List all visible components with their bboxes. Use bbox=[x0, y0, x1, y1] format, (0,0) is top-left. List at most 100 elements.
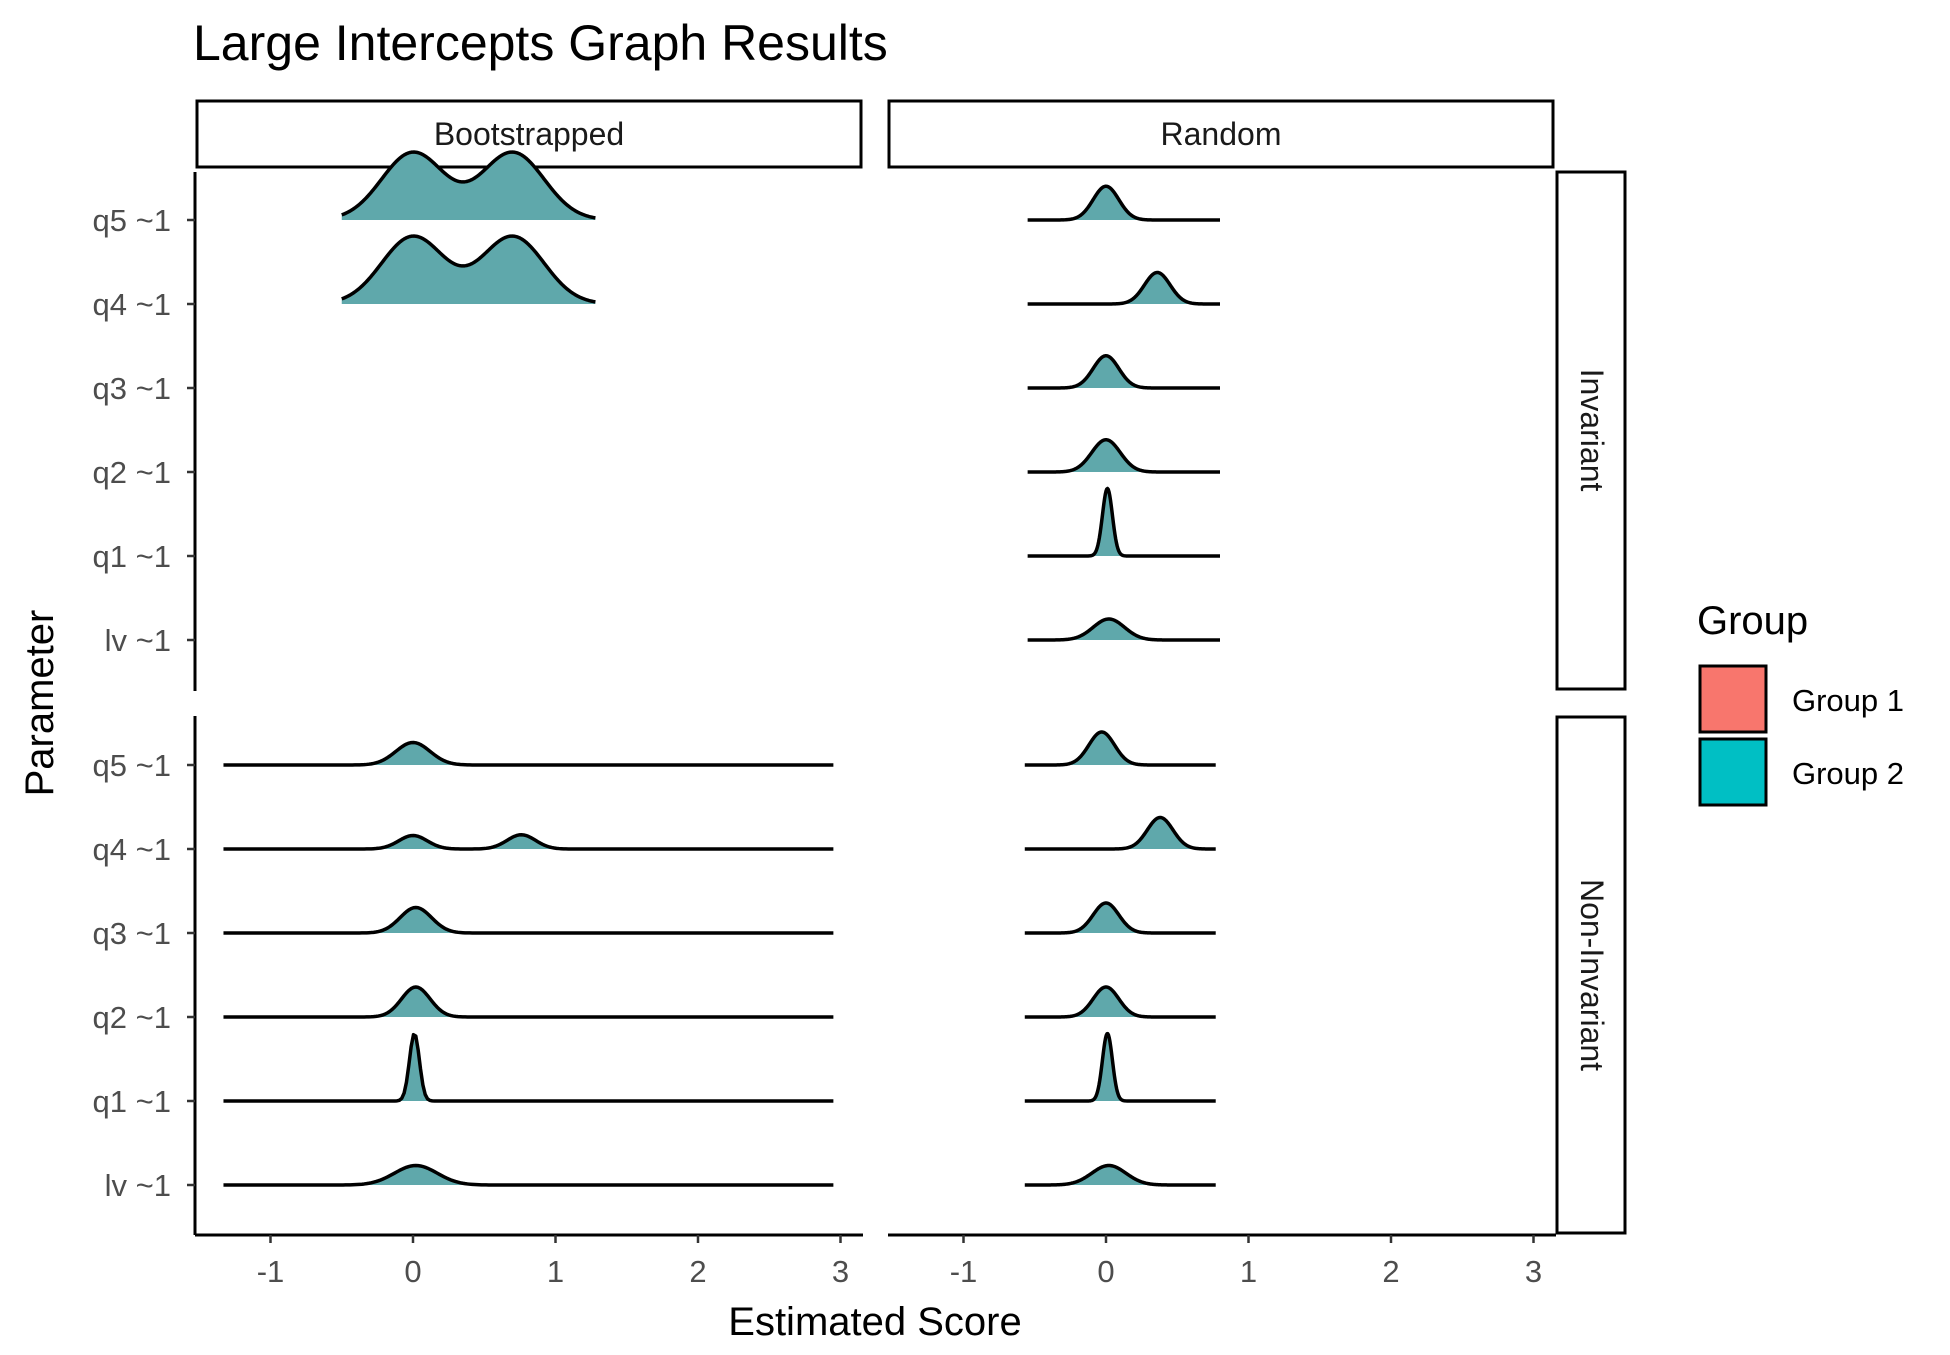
ridge-q3 bbox=[1023, 901, 1217, 935]
y-tick-label: q4 ~1 bbox=[93, 832, 171, 867]
ridge-line bbox=[223, 905, 834, 935]
ridge-fill bbox=[1027, 186, 1220, 220]
strip-label-non-invariant: Non-Invariant bbox=[1574, 879, 1610, 1071]
x-tick-label: -1 bbox=[257, 1254, 285, 1289]
legend-title: Group bbox=[1697, 599, 1808, 643]
y-tick-label: lv ~1 bbox=[105, 623, 171, 658]
ridge-line bbox=[223, 1163, 834, 1187]
x-tick-label: 1 bbox=[547, 1254, 564, 1289]
ridge-line bbox=[1026, 438, 1222, 474]
ridge-q2 bbox=[1023, 985, 1217, 1019]
ridge-line bbox=[223, 1032, 834, 1103]
x-tick-label: 0 bbox=[404, 1254, 421, 1289]
ridge-q5 bbox=[1023, 730, 1217, 767]
strip-label-bootstrapped: Bootstrapped bbox=[434, 116, 624, 152]
ridge-lv bbox=[1026, 617, 1222, 642]
x-tick-label: -1 bbox=[950, 1254, 978, 1289]
ridge-lv bbox=[1023, 1163, 1217, 1187]
x-tick-label: 3 bbox=[832, 1254, 849, 1289]
ridge-line bbox=[223, 833, 834, 851]
ridge-q5 bbox=[223, 740, 834, 767]
ridge-line bbox=[1023, 730, 1217, 767]
ridge-q3 bbox=[223, 905, 834, 935]
y-tick-label: q2 ~1 bbox=[93, 455, 171, 490]
ridge-fill bbox=[1024, 732, 1216, 765]
ridge-line bbox=[1023, 985, 1217, 1019]
ridge-fill bbox=[1027, 619, 1220, 640]
ridge-fill bbox=[223, 907, 834, 933]
ridge-q4 bbox=[1023, 815, 1217, 851]
y-tick-label: lv ~1 bbox=[105, 1168, 171, 1203]
ridge-fill bbox=[1027, 272, 1220, 304]
panel-bootstrapped-non-invariant bbox=[223, 740, 834, 1187]
ridge-line bbox=[1026, 184, 1222, 222]
y-tick-label: q4 ~1 bbox=[93, 287, 171, 322]
ridge-line bbox=[1026, 270, 1222, 306]
ridge-line bbox=[340, 150, 597, 220]
ridge-q2 bbox=[223, 985, 834, 1019]
ridge-lv bbox=[223, 1163, 834, 1187]
ridge-line bbox=[1023, 1163, 1217, 1187]
ridge-q1 bbox=[223, 1032, 834, 1103]
ridge-fill bbox=[341, 236, 596, 304]
strip-random: Random bbox=[887, 99, 1555, 169]
legend: Group Group 1 Group 2 bbox=[1697, 599, 1904, 807]
strip-non-invariant: Non-Invariant bbox=[1555, 715, 1627, 1235]
x-tick-label: 3 bbox=[1525, 1254, 1542, 1289]
ridge-line bbox=[223, 985, 834, 1019]
ridge-fill bbox=[1024, 1165, 1216, 1185]
ridge-fill bbox=[223, 987, 834, 1017]
panel-random-invariant bbox=[1026, 184, 1222, 642]
strip-invariant: Invariant bbox=[1555, 170, 1627, 691]
ridge-q1 bbox=[1023, 1031, 1217, 1103]
y-tick-label: q3 ~1 bbox=[93, 916, 171, 951]
ridge-q4 bbox=[223, 833, 834, 851]
ridge-fill bbox=[341, 152, 596, 220]
chart-title: Large Intercepts Graph Results bbox=[193, 15, 888, 71]
ridge-line bbox=[1023, 901, 1217, 935]
axis-lines bbox=[193, 172, 1556, 1237]
y-tick-label: q5 ~1 bbox=[93, 203, 171, 238]
x-tick-label: 0 bbox=[1097, 1254, 1114, 1289]
ridge-q4 bbox=[1026, 270, 1222, 306]
panel-random-non-invariant bbox=[1023, 730, 1217, 1187]
ridge-line bbox=[1023, 815, 1217, 851]
ridge-line bbox=[1023, 1031, 1217, 1103]
ridge-q3 bbox=[1026, 354, 1222, 390]
ridge-q2 bbox=[1026, 438, 1222, 474]
ridge-fill bbox=[223, 1165, 834, 1185]
ridge-fill bbox=[1027, 355, 1220, 388]
ridge-q1 bbox=[1026, 486, 1222, 558]
ridge-line bbox=[1026, 354, 1222, 390]
ridge-line bbox=[1026, 486, 1222, 558]
strip-label-invariant: Invariant bbox=[1574, 369, 1610, 492]
ridge-fill bbox=[1027, 488, 1220, 556]
ridge-q5 bbox=[1026, 184, 1222, 222]
y-axis-ticks: q5 ~1 q4 ~1 q3 ~1 q2 ~1 q1 ~1 lv ~1 q5 ~1 q4 ~1… bbox=[93, 203, 195, 1203]
x-tick-label: 1 bbox=[1240, 1254, 1257, 1289]
legend-label-group-2: Group 2 bbox=[1792, 756, 1904, 791]
y-tick-label: q2 ~1 bbox=[93, 1000, 171, 1035]
panels-layer bbox=[223, 150, 1222, 1187]
legend-swatch-group-1 bbox=[1698, 664, 1768, 734]
x-axis-ticks: -1 0 1 2 3 -1 0 1 2 3 bbox=[257, 1235, 1542, 1289]
x-axis-title: Estimated Score bbox=[728, 1300, 1021, 1344]
legend-label-group-1: Group 1 bbox=[1792, 683, 1904, 718]
strip-bootstrapped: Bootstrapped bbox=[195, 99, 863, 169]
x-tick-label: 2 bbox=[1382, 1254, 1399, 1289]
y-axis-title: Parameter bbox=[18, 610, 62, 797]
panel-bootstrapped-invariant bbox=[340, 150, 597, 304]
y-tick-label: q1 ~1 bbox=[93, 1084, 171, 1119]
ridge-fill bbox=[223, 742, 834, 765]
y-tick-label: q3 ~1 bbox=[93, 371, 171, 406]
ridge-line bbox=[340, 234, 597, 304]
ridge-fill bbox=[1027, 439, 1220, 472]
ridge-line bbox=[1026, 617, 1222, 642]
x-tick-label: 2 bbox=[689, 1254, 706, 1289]
y-tick-label: q5 ~1 bbox=[93, 748, 171, 783]
y-tick-label: q1 ~1 bbox=[93, 539, 171, 574]
ridge-q5 bbox=[340, 150, 597, 220]
legend-swatch-group-2 bbox=[1698, 737, 1768, 807]
